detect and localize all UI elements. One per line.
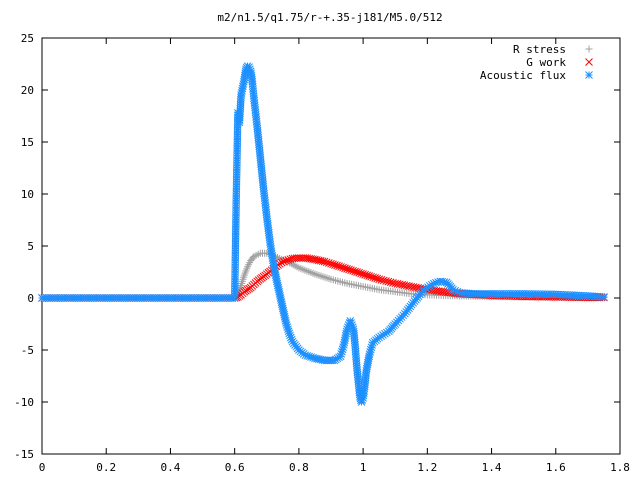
data-point — [282, 256, 290, 265]
y-tick-label: 20 — [21, 84, 34, 97]
data-point — [600, 293, 608, 301]
y-tick-label: -10 — [14, 396, 34, 409]
x-axis: 0 0.2 0.4 0.6 0.8 1 1.2 1.4 1.6 1.8 — [39, 38, 630, 474]
data-point — [277, 258, 286, 267]
data-point — [402, 281, 411, 290]
x-tick-label: 0.8 — [289, 461, 309, 474]
data-point — [325, 259, 333, 267]
data-point — [375, 275, 384, 284]
legend-label: R stress — [513, 43, 566, 56]
data-point — [407, 282, 416, 291]
y-tick-label: 15 — [21, 136, 34, 149]
legend-marker — [585, 71, 593, 79]
data-point — [373, 274, 382, 283]
y-tick-label: 10 — [21, 188, 34, 201]
y-tick-label: 25 — [21, 32, 34, 45]
data-point — [386, 278, 395, 287]
x-tick-label: 0.4 — [161, 461, 181, 474]
data-point — [320, 257, 329, 266]
x-tick-label: 0.2 — [96, 461, 116, 474]
data-point — [389, 278, 397, 287]
data-point — [398, 280, 406, 289]
data-point — [322, 258, 331, 267]
data-point — [400, 281, 409, 290]
legend-label: Acoustic flux — [480, 69, 566, 82]
data-point — [280, 257, 288, 266]
y-axis: -15 -10 -5 0 5 10 15 20 25 — [14, 32, 620, 461]
x-tick-label: 0 — [39, 461, 46, 474]
series-acoustic-flux — [38, 62, 608, 406]
x-tick-label: 1 — [360, 461, 367, 474]
chart-title: m2/n1.5/q1.75/r-+.35-j181/M5.0/512 — [217, 11, 442, 24]
x-tick-label: 1.2 — [417, 461, 437, 474]
data-point — [414, 284, 423, 292]
y-tick-label: 5 — [27, 240, 34, 253]
data-point — [284, 256, 293, 264]
data-point — [384, 277, 393, 286]
data-point — [395, 280, 404, 289]
data-point — [405, 282, 413, 290]
plot-frame — [41, 37, 621, 455]
data-point — [409, 283, 418, 291]
data-point — [382, 277, 390, 285]
y-tick-label: -15 — [14, 448, 34, 461]
plot-area — [38, 62, 608, 406]
data-point — [377, 276, 386, 284]
x-tick-label: 0.6 — [225, 461, 245, 474]
x-tick-label: 1.8 — [610, 461, 630, 474]
data-point — [379, 276, 388, 285]
legend-marker — [585, 58, 593, 66]
data-point — [391, 279, 400, 288]
legend-marker — [585, 45, 593, 53]
x-tick-label: 1.4 — [482, 461, 502, 474]
y-tick-label: -5 — [21, 344, 34, 357]
x-tick-label: 1.6 — [546, 461, 566, 474]
y-tick-label: 0 — [27, 292, 34, 305]
data-point — [393, 280, 402, 288]
legend-label: G work — [526, 56, 566, 69]
